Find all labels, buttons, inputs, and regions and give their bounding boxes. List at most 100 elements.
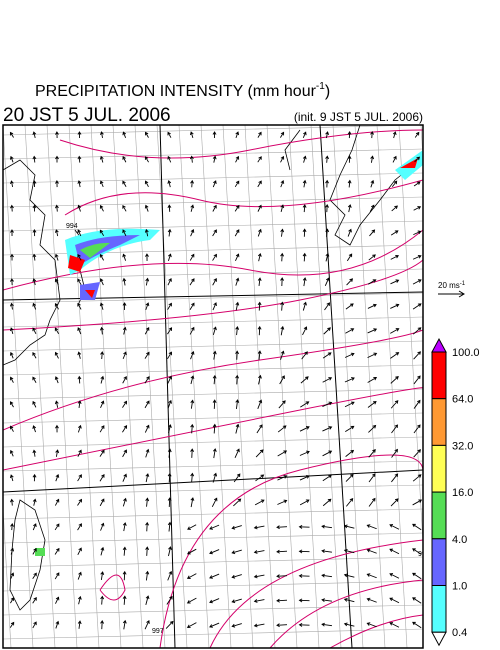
wind-vector (280, 277, 285, 287)
wind-vector (122, 277, 127, 286)
parallel (3, 604, 423, 616)
wind-vector (145, 570, 150, 581)
wind-vector (167, 521, 172, 532)
wind-vector (145, 595, 150, 606)
wind-vector (54, 498, 60, 506)
wind-vector (9, 425, 14, 432)
wind-vector (167, 351, 172, 360)
wind-vector (300, 376, 309, 384)
wind-vector (54, 253, 59, 261)
wind-vector (55, 155, 59, 163)
parallel (3, 125, 423, 136)
wind-vector (390, 498, 399, 507)
wind-vector (145, 521, 150, 532)
wind-vector (367, 352, 378, 359)
wind-vector (389, 622, 400, 628)
wind-vector (413, 375, 421, 385)
wind-vector (344, 401, 355, 408)
wind-vector (390, 400, 399, 409)
meridian (354, 125, 386, 648)
wind-vector (412, 303, 422, 310)
wind-vector (325, 155, 330, 163)
wind-vector (10, 278, 14, 286)
wind-vector (145, 253, 149, 261)
isobar (3, 329, 423, 431)
domain-line (159, 125, 176, 648)
parallel (3, 556, 423, 568)
wind-vector (347, 131, 352, 139)
wind-vector (122, 204, 127, 212)
wind-vector (167, 472, 172, 483)
wind-vector (299, 450, 310, 456)
wind-vector (167, 570, 173, 581)
wind-vector (189, 278, 195, 286)
colorbar-label: 0.4 (452, 627, 467, 639)
wind-vector (100, 546, 105, 556)
wind-vector (77, 302, 82, 310)
wind-vector (235, 423, 240, 434)
wind-vector (9, 621, 15, 628)
wind-vector (190, 497, 195, 508)
isobar (159, 454, 423, 648)
wind-vector (299, 499, 310, 506)
wind-vector (325, 252, 330, 262)
wind-vector (9, 302, 14, 310)
wind-vector (322, 474, 332, 482)
wind-vector (299, 475, 310, 481)
wind-vector (302, 277, 307, 287)
wind-vector (167, 228, 172, 237)
wind-vector (122, 546, 127, 556)
wind-vector (390, 254, 400, 260)
isobar (3, 259, 423, 331)
title: PRECIPITATION INTENSITY (mm hour-1) (35, 81, 330, 100)
wind-vector (413, 424, 421, 434)
wind-vector (298, 622, 310, 627)
wind-vector (343, 573, 355, 578)
wind-vector (145, 302, 150, 311)
wind-vector (168, 424, 172, 434)
wind-vector (212, 423, 217, 434)
wind-vector (366, 597, 377, 603)
wind-vector (99, 474, 105, 482)
wind-vector (186, 597, 197, 604)
wind-vector (165, 620, 174, 629)
wind-vector (168, 253, 172, 261)
wind-vector (32, 327, 37, 335)
wind-vector (122, 522, 127, 532)
wind-vector (212, 155, 217, 163)
wind-vector (414, 156, 421, 163)
wind-vector (212, 277, 217, 286)
wind-vector (277, 499, 288, 505)
wind-vector (186, 573, 197, 579)
wind-vector (231, 623, 242, 628)
wind-vector (322, 352, 332, 359)
wind-vector (413, 449, 421, 458)
parallel (3, 436, 423, 448)
wind-vector (412, 523, 422, 531)
wind-vector (190, 399, 195, 409)
wind-vector (412, 474, 422, 482)
wind-vector (32, 376, 37, 383)
domain-line (3, 469, 423, 493)
wind-vector (122, 131, 127, 138)
wind-vector (280, 155, 285, 163)
wind-vector (32, 498, 37, 506)
wind-vector (9, 155, 14, 163)
wind-vector (231, 598, 242, 604)
meridian (332, 125, 364, 648)
isobar (329, 614, 423, 648)
wind-vector (279, 375, 285, 385)
map-frame (2, 124, 424, 649)
wind-vector (77, 180, 82, 188)
wind-vector (32, 473, 37, 482)
wind-vector (32, 131, 37, 139)
wind-vector (347, 155, 352, 163)
wind-vector (77, 571, 82, 580)
colorbar-label: 1.0 (452, 581, 467, 593)
wind-vector (298, 573, 310, 578)
wind-vector (122, 619, 127, 630)
wind-vector (144, 326, 150, 335)
wind-vector (368, 497, 376, 507)
wind-vector (190, 448, 195, 458)
wind-vector (9, 376, 14, 383)
